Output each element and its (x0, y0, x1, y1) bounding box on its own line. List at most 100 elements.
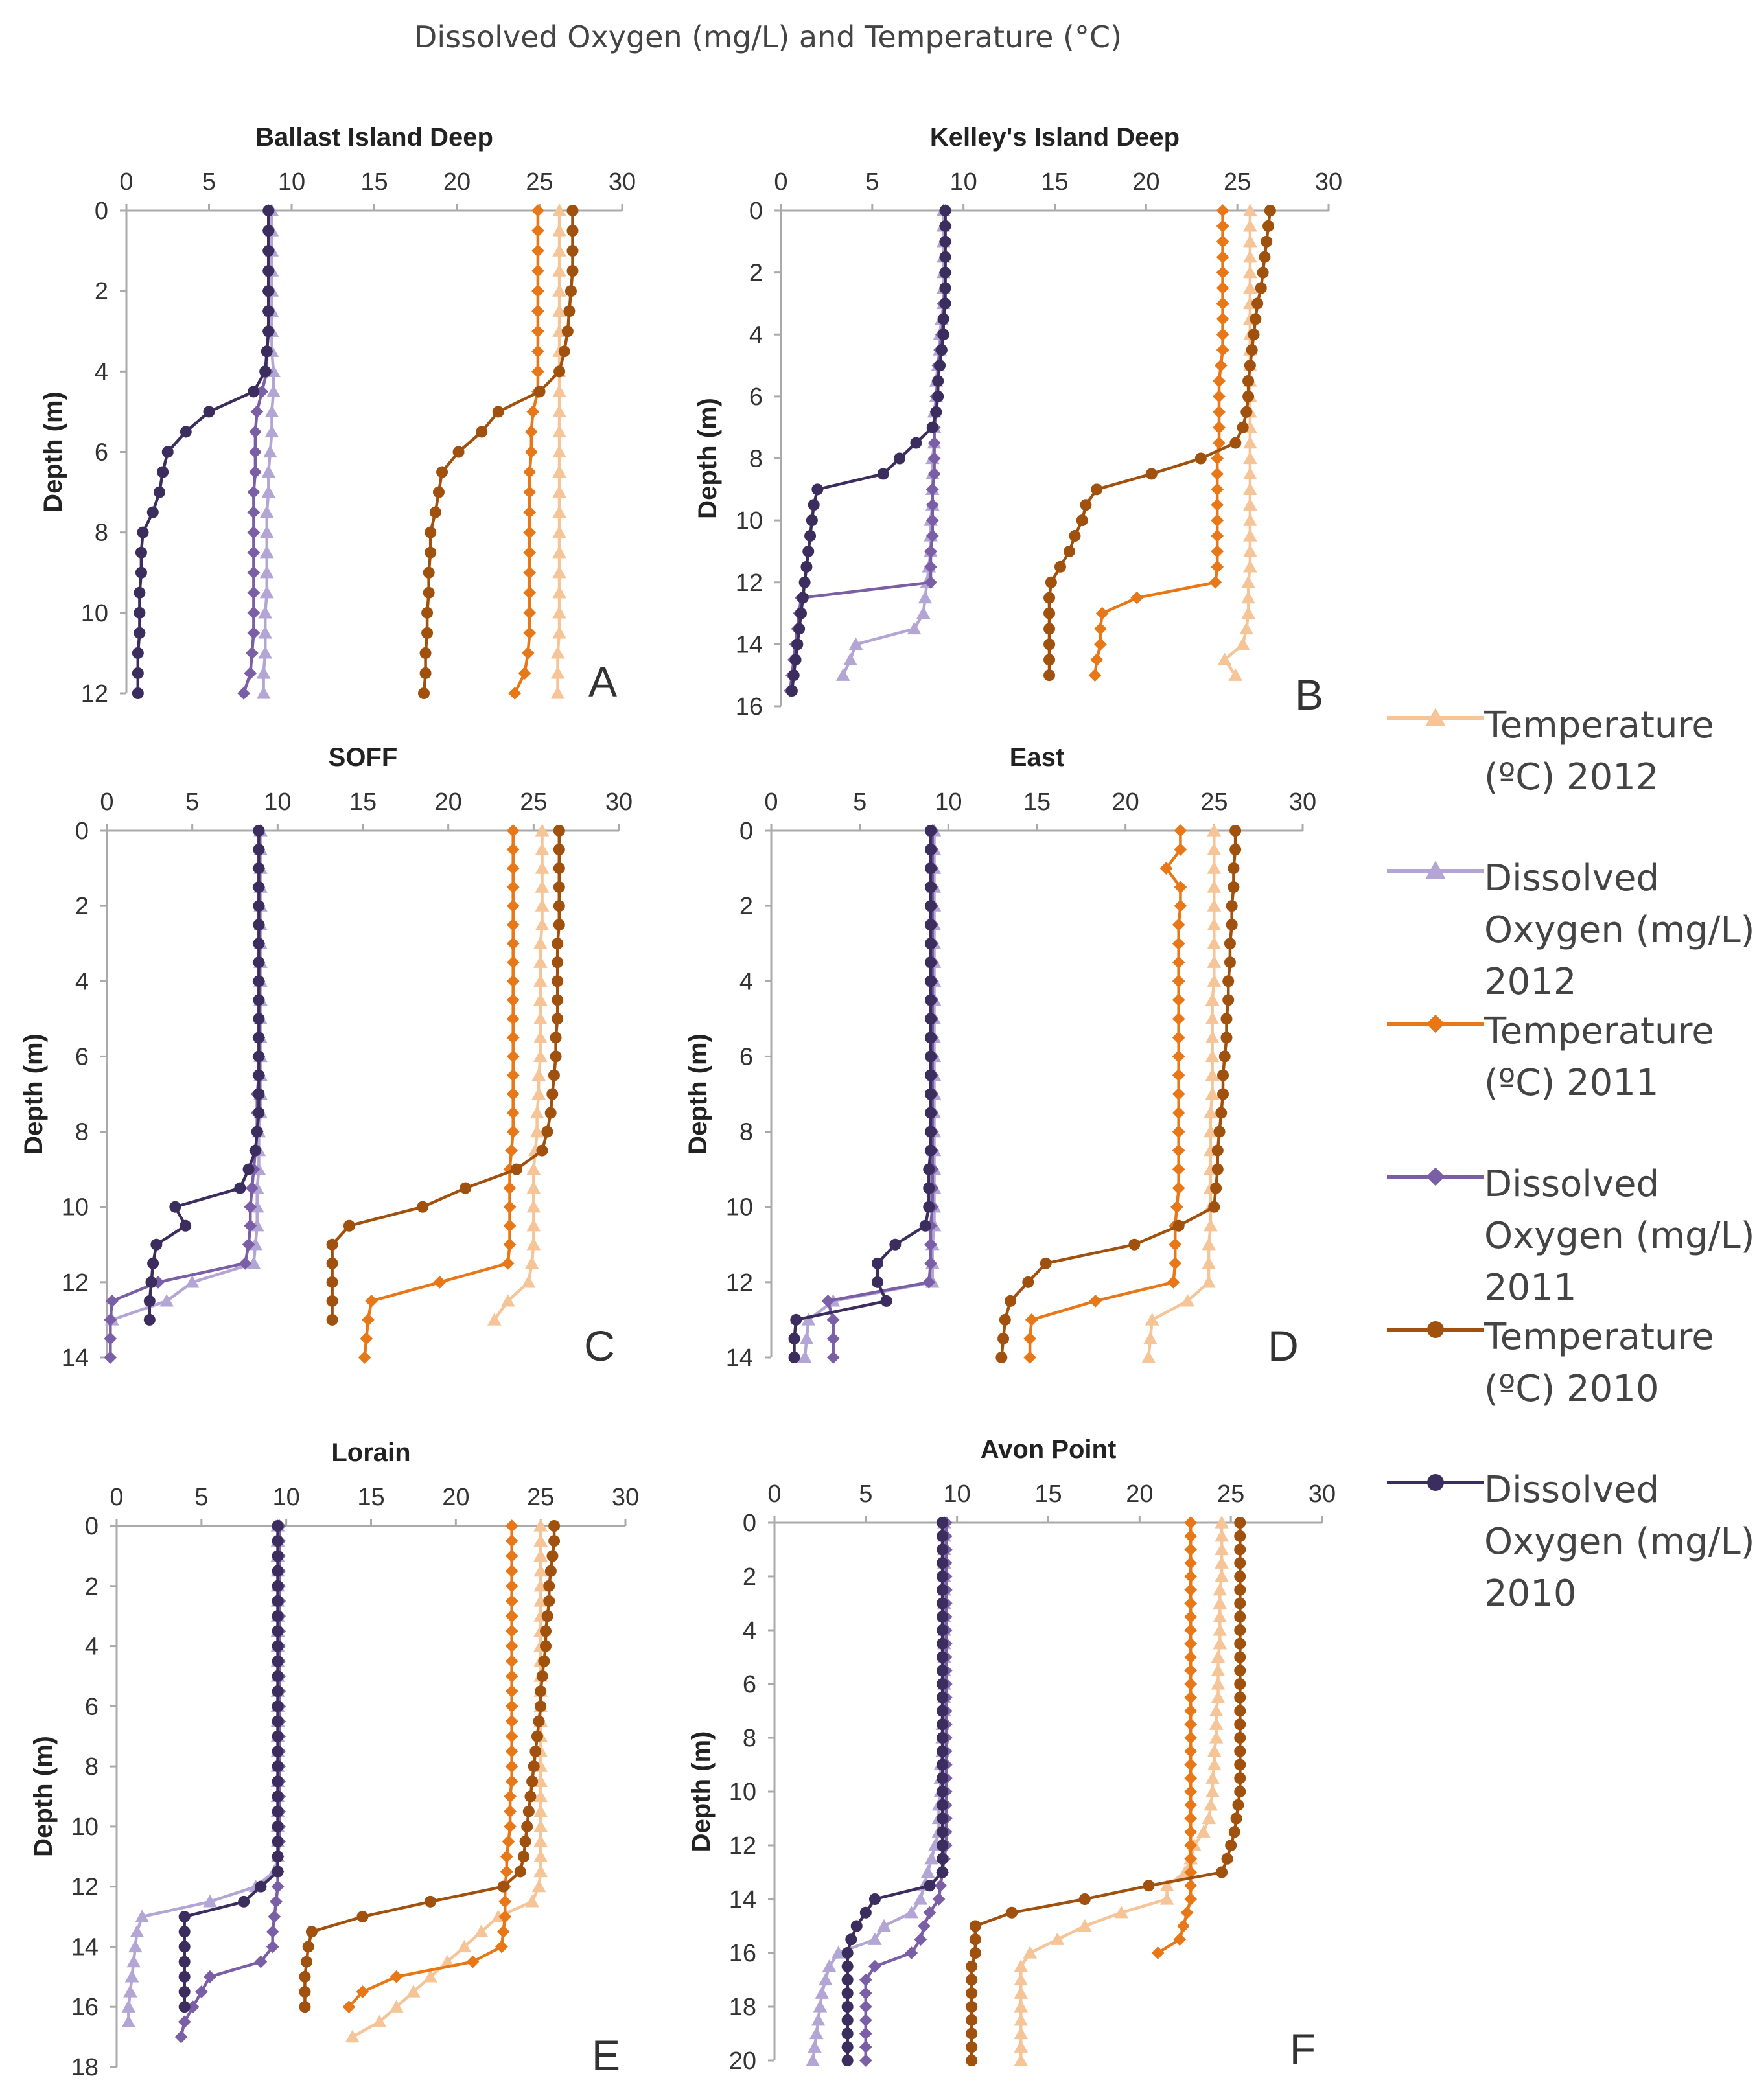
y-tick-label: 8 (95, 520, 108, 547)
x-tick-label: 25 (1217, 1481, 1244, 1508)
data-point-DO2011 (859, 2040, 872, 2054)
data-point-T2012 (533, 1849, 548, 1862)
data-point-DO2010 (262, 305, 275, 317)
data-point-T2011 (531, 204, 544, 217)
data-point-T2012 (1159, 1878, 1174, 1891)
data-point-T2011 (1088, 669, 1102, 682)
data-point-T2010 (1217, 1069, 1229, 1081)
data-point-T2010 (476, 426, 488, 438)
data-point-DO2011 (186, 2000, 200, 2014)
data-point-T2011 (531, 305, 544, 318)
data-point-DO2010 (937, 1678, 949, 1690)
data-point-DO2011 (249, 445, 262, 459)
x-tick-label: 5 (202, 168, 216, 196)
data-point-DO2011 (237, 687, 250, 700)
data-point-DO2010 (937, 1732, 949, 1744)
data-point-T2011 (1184, 1879, 1198, 1893)
chart-panel-D: 0 5 10 15 20 25 30 0 2 4 6 8 10 12 14 East Depth (m) D (684, 743, 1316, 1372)
y-tick-label: 4 (75, 968, 89, 995)
data-point-DO2012 (256, 686, 271, 699)
data-point-T2010 (553, 365, 566, 378)
data-point-T2010 (966, 1987, 978, 2000)
data-point-T2012 (1023, 1946, 1038, 1959)
data-point-DO2012 (920, 1865, 935, 1878)
data-point-T2010 (1080, 499, 1092, 511)
x-tick-label: 15 (1023, 789, 1051, 816)
data-point-T2011 (1216, 328, 1229, 341)
data-point-T2012 (1014, 1972, 1029, 1986)
series-line-DO2010 (793, 831, 933, 1357)
x-tick-label: 30 (1315, 168, 1342, 196)
data-point-T2010 (1242, 390, 1255, 402)
data-point-T2010 (1045, 576, 1057, 588)
data-point-T2012 (526, 1199, 541, 1213)
data-point-T2011 (506, 937, 520, 951)
data-point-DO2010 (262, 265, 275, 277)
data-point-T2010 (538, 1655, 550, 1667)
data-point-T2012 (1243, 513, 1257, 526)
data-point-T2012 (552, 606, 566, 619)
chart-title: Avon Point (981, 1435, 1117, 1464)
y-tick-label: 0 (95, 198, 108, 225)
data-point-DO2010 (872, 1257, 883, 1269)
data-point-DO2010 (937, 1584, 949, 1596)
data-point-DO2012 (868, 1932, 882, 1945)
data-point-DO2010 (161, 446, 174, 458)
data-point-T2011 (1170, 1200, 1183, 1214)
data-point-T2012 (1207, 936, 1222, 949)
data-point-DO2010 (925, 994, 937, 1006)
data-point-DO2010 (272, 1836, 284, 1848)
data-point-T2012 (1243, 435, 1257, 449)
data-point-T2010 (1054, 560, 1066, 573)
data-point-DO2010 (178, 1911, 191, 1923)
chart-title: Ballast Island Deep (255, 123, 493, 152)
data-point-T2012 (1014, 1959, 1029, 1972)
data-point-T2011 (1184, 1529, 1198, 1543)
data-point-T2011 (506, 1050, 520, 1063)
data-point-T2012 (406, 1985, 421, 1998)
x-tick-label: 15 (349, 789, 377, 816)
panel-letter: F (1290, 2025, 1316, 2073)
data-point-T2010 (526, 1775, 539, 1788)
legend-swatch-DO2010 (1387, 1474, 1484, 1491)
data-point-DO2010 (937, 1718, 949, 1731)
data-point-T2012 (1114, 1905, 1128, 1919)
series-line-DO2011 (864, 1523, 948, 2060)
data-point-T2010 (1257, 266, 1269, 279)
data-point-DO2010 (169, 1201, 181, 1213)
y-tick-label: 2 (749, 260, 763, 287)
data-point-DO2010 (923, 1182, 935, 1194)
data-point-DO2010 (134, 627, 146, 639)
data-point-T2010 (553, 825, 565, 837)
data-point-T2010 (544, 1565, 557, 1577)
data-point-T2010 (425, 1895, 437, 1908)
y-axis-label: Depth (m) (39, 391, 67, 513)
data-point-DO2010 (937, 1866, 949, 1878)
data-point-T2010 (1211, 1163, 1224, 1175)
x-tick-label: 15 (1041, 168, 1068, 196)
y-tick-label: 8 (75, 1119, 89, 1146)
data-point-T2012 (1243, 482, 1257, 495)
data-point-T2011 (1174, 843, 1187, 856)
data-point-T2010 (518, 1851, 529, 1863)
data-point-T2011 (506, 975, 520, 988)
data-point-T2010 (436, 466, 448, 478)
data-point-DO2010 (272, 1655, 284, 1667)
data-point-T2010 (1234, 1718, 1246, 1731)
data-point-DO2012 (808, 2040, 822, 2053)
data-point-T2012 (1205, 1087, 1220, 1100)
data-point-DO2011 (247, 525, 261, 539)
data-point-DO2011 (924, 560, 937, 573)
data-point-T2010 (1226, 900, 1238, 912)
data-point-T2011 (1089, 1294, 1102, 1308)
y-tick-label: 14 (62, 1344, 89, 1372)
data-point-T2012 (1209, 1703, 1224, 1717)
data-point-DO2012 (246, 1256, 261, 1269)
data-point-T2012 (552, 384, 566, 398)
data-point-T2010 (1229, 844, 1242, 856)
data-point-DO2011 (174, 2030, 188, 2044)
series-line-DO2012 (803, 831, 936, 1358)
data-point-T2011 (506, 1012, 520, 1026)
legend-label: Temperature (ºC) 2012 (1484, 704, 1714, 798)
data-point-DO2010 (934, 360, 946, 372)
